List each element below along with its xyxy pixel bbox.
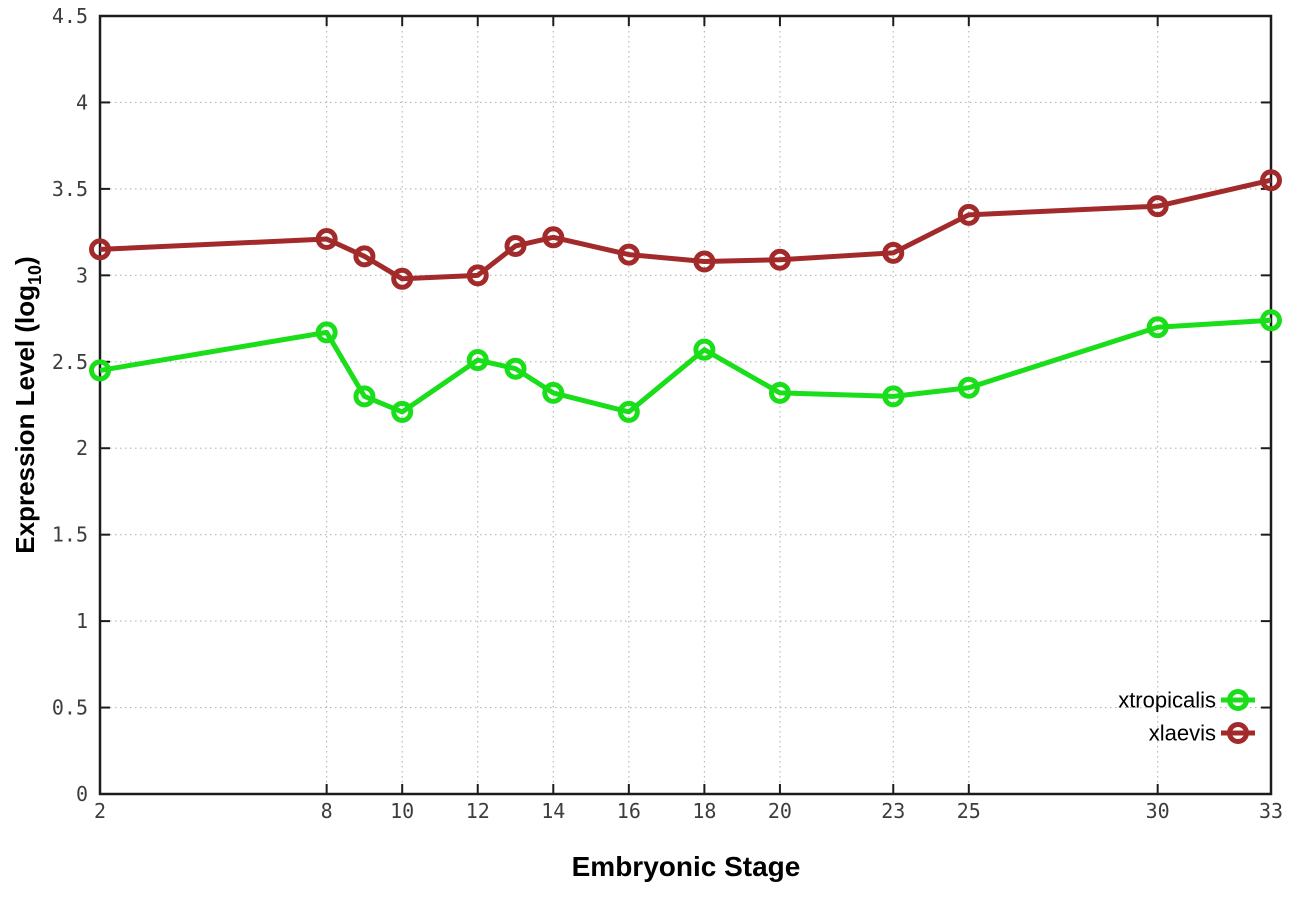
axis-ticks xyxy=(99,15,1272,795)
y-tick-label: 0.5 xyxy=(52,696,88,720)
x-tick-label: 20 xyxy=(768,799,792,823)
data-point-xtropicalis-stage-25 xyxy=(957,376,980,399)
legend-marker-xlaevis xyxy=(1227,722,1249,744)
data-point-xlaevis-stage-14 xyxy=(542,226,565,249)
y-tick-label: 3 xyxy=(76,263,88,287)
y-tick-label: 4.5 xyxy=(52,4,88,28)
data-point-xtropicalis-stage-8 xyxy=(315,321,338,344)
data-point-xtropicalis-stage-33 xyxy=(1260,309,1282,332)
y-tick-label: 2.5 xyxy=(52,350,88,374)
legend-label-xtropicalis: xtropicalis xyxy=(1118,688,1216,713)
y-tick-label: 3.5 xyxy=(52,177,88,201)
data-point-xlaevis-stage-10 xyxy=(391,267,414,290)
data-point-xlaevis-stage-18 xyxy=(693,250,716,273)
y-tick-label: 1 xyxy=(76,609,88,633)
data-point-xlaevis-stage-16 xyxy=(617,243,640,266)
x-tick-label: 10 xyxy=(390,799,414,823)
x-tick-label: 2 xyxy=(94,799,106,823)
legend-marker-xtropicalis xyxy=(1227,689,1249,711)
x-tick-label: 23 xyxy=(881,799,905,823)
y-axis-title-main: Expression Level (log xyxy=(10,285,40,554)
y-axis-title: Expression Level (log10) xyxy=(10,256,45,553)
y-tick-label: 4 xyxy=(76,90,88,114)
x-tick-label: 16 xyxy=(617,799,641,823)
data-series xyxy=(89,169,1282,423)
data-point-xtropicalis-stage-12 xyxy=(466,349,489,372)
data-point-xtropicalis-stage-9 xyxy=(353,385,376,408)
data-point-xtropicalis-stage-14 xyxy=(542,381,565,404)
y-tick-label: 1.5 xyxy=(52,523,88,547)
data-point-xtropicalis-stage-18 xyxy=(693,338,716,361)
data-point-xtropicalis-stage-20 xyxy=(768,381,791,404)
legend-label-xlaevis: xlaevis xyxy=(1149,721,1216,746)
y-tick-label: 0 xyxy=(76,782,88,806)
x-axis-title: Embryonic Stage xyxy=(572,851,801,882)
x-tick-label: 25 xyxy=(957,799,981,823)
series-line-xtropicalis xyxy=(99,317,1272,415)
data-point-xlaevis-stage-23 xyxy=(882,241,905,264)
data-point-xlaevis-stage-25 xyxy=(957,203,980,226)
x-tick-label: 8 xyxy=(321,799,333,823)
x-tick-label: 33 xyxy=(1259,799,1283,823)
data-point-xlaevis-stage-33 xyxy=(1260,169,1282,192)
data-point-xtropicalis-stage-23 xyxy=(882,385,905,408)
x-tick-label: 12 xyxy=(466,799,490,823)
x-tick-label: 30 xyxy=(1146,799,1170,823)
legend: xtropicalis xlaevis xyxy=(1118,688,1255,746)
gridlines xyxy=(100,16,1271,794)
data-point-xtropicalis-stage-10 xyxy=(391,400,414,423)
data-point-xtropicalis-stage-30 xyxy=(1146,316,1169,339)
data-point-xlaevis-stage-9 xyxy=(353,245,376,268)
data-point-xlaevis-stage-2 xyxy=(89,238,111,261)
data-point-xlaevis-stage-12 xyxy=(466,264,489,287)
data-point-xtropicalis-stage-13 xyxy=(504,357,527,380)
plot-border xyxy=(98,14,1273,796)
data-point-xlaevis-stage-20 xyxy=(768,248,791,271)
y-tick-label: 2 xyxy=(76,436,88,460)
x-tick-label: 14 xyxy=(541,799,565,823)
y-axis-title-close: ) xyxy=(10,256,40,265)
y-axis-title-subscript: 10 xyxy=(25,265,45,285)
data-point-xlaevis-stage-8 xyxy=(315,228,338,251)
series-line-xlaevis xyxy=(99,177,1272,282)
data-point-xtropicalis-stage-2 xyxy=(89,359,111,382)
data-point-xlaevis-stage-30 xyxy=(1146,195,1169,218)
tick-labels: 0 0.5 1 1.5 2 2.5 3 3.5 4 4.5 2 8 10 12 14 16 18 20 23 25 30… xyxy=(52,4,1283,823)
data-point-xtropicalis-stage-16 xyxy=(617,400,640,423)
data-point-xlaevis-stage-13 xyxy=(504,234,527,257)
x-tick-label: 18 xyxy=(692,799,716,823)
